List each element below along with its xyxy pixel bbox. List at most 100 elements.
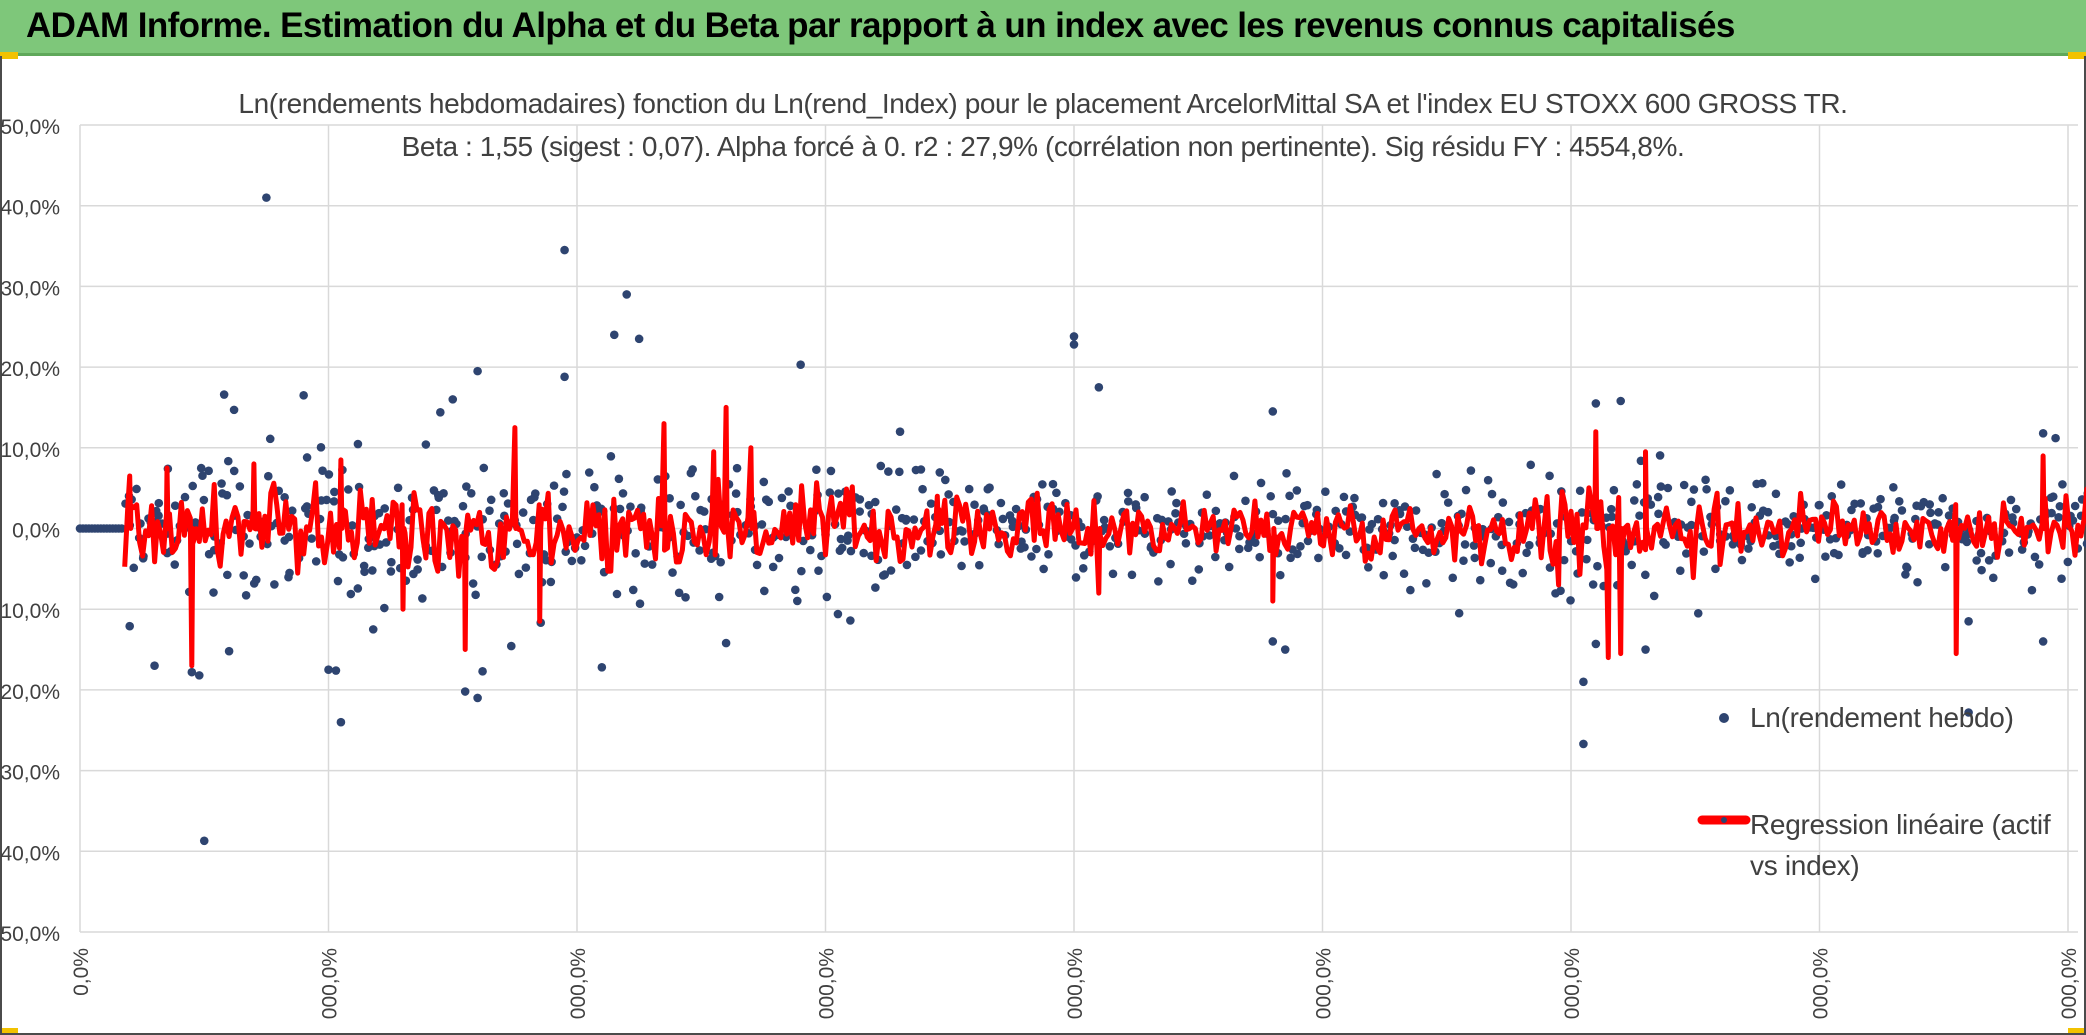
data-point — [302, 453, 312, 462]
data-point — [597, 663, 607, 672]
data-point — [1582, 554, 1591, 564]
data-point — [1873, 502, 1883, 512]
data-point — [1721, 496, 1730, 506]
data-point — [1443, 498, 1453, 507]
data-point — [836, 534, 846, 544]
data-point — [311, 557, 321, 566]
data-point — [478, 667, 487, 676]
data-point — [302, 502, 312, 511]
data-point — [676, 500, 685, 510]
data-point — [1268, 407, 1278, 416]
x-tick-label: 000,0% — [1561, 948, 1584, 1019]
data-point — [790, 585, 800, 595]
data-point — [1737, 555, 1747, 565]
regression-line — [122, 404, 2086, 669]
data-point — [129, 563, 139, 573]
legend-points-label: Ln(rendement hebdo) — [1750, 702, 2014, 733]
data-point — [1890, 513, 1899, 523]
data-point — [1873, 548, 1883, 558]
data-point — [1379, 570, 1389, 580]
x-tick-label: 000,0% — [1064, 948, 1087, 1019]
data-point — [1069, 340, 1079, 349]
data-point — [1406, 585, 1415, 595]
data-point — [916, 546, 926, 555]
y-tick-label: 40,0% — [0, 197, 60, 220]
data-point — [1140, 492, 1149, 502]
data-point — [1363, 562, 1373, 572]
data-point — [1649, 591, 1659, 601]
data-point — [1211, 506, 1221, 516]
data-point — [196, 463, 206, 473]
x-tick-label: 0,0% — [70, 948, 93, 996]
data-point — [577, 555, 586, 565]
data-point — [681, 593, 690, 602]
data-point — [626, 502, 635, 511]
data-point — [209, 588, 218, 597]
data-point — [1388, 551, 1397, 561]
data-point — [1964, 708, 1973, 717]
data-point — [895, 427, 905, 436]
data-point — [1556, 586, 1565, 596]
data-point — [1575, 486, 1585, 496]
data-point — [222, 490, 232, 500]
data-point — [1422, 578, 1431, 588]
data-point — [2006, 495, 2016, 505]
data-point — [1834, 550, 1843, 560]
data-point — [1282, 468, 1291, 478]
data-point — [846, 546, 856, 556]
data-point — [699, 507, 709, 516]
data-point — [628, 585, 638, 595]
data-point — [974, 560, 984, 570]
data-point — [188, 481, 198, 491]
data-point — [499, 488, 509, 498]
data-point — [1229, 471, 1239, 481]
data-point — [1281, 514, 1290, 524]
data-point — [855, 507, 865, 516]
data-point — [1629, 496, 1639, 505]
data-point — [891, 505, 901, 514]
data-point — [796, 360, 805, 369]
data-point — [998, 514, 1008, 524]
data-point — [1048, 479, 1058, 489]
data-point — [1977, 565, 1986, 575]
data-point — [546, 577, 556, 587]
x-tick-label: 000,0% — [816, 948, 839, 1019]
data-point — [1286, 553, 1295, 563]
data-point — [1863, 545, 1872, 555]
data-point — [2063, 557, 2073, 567]
data-point — [1069, 332, 1079, 341]
data-point — [1675, 566, 1685, 575]
data-point — [653, 475, 663, 484]
data-point — [1390, 535, 1399, 545]
data-point — [1679, 480, 1689, 490]
data-point — [458, 501, 468, 511]
data-point — [1341, 550, 1351, 560]
data-point — [902, 560, 912, 570]
data-point — [1181, 539, 1191, 548]
data-point — [243, 510, 252, 520]
data-point — [198, 471, 207, 481]
data-point — [855, 495, 865, 504]
data-point — [797, 566, 806, 576]
data-point — [970, 500, 979, 510]
data-point — [466, 489, 476, 498]
data-point — [245, 539, 254, 548]
report-title: ADAM Informe. Estimation du Alpha et du … — [26, 6, 1735, 45]
data-point — [503, 499, 513, 508]
data-point — [618, 489, 628, 498]
report-banner: ADAM Informe. Estimation du Alpha et du … — [0, 0, 2086, 56]
data-point — [170, 501, 180, 511]
data-point — [343, 485, 353, 494]
data-point — [330, 487, 339, 497]
data-point — [871, 583, 880, 592]
data-point — [674, 588, 684, 598]
data-point — [1747, 502, 1757, 512]
data-point — [1011, 504, 1021, 514]
data-point — [1934, 508, 1943, 517]
y-tick-label: 30,0% — [0, 277, 60, 300]
data-point — [191, 518, 200, 527]
data-point — [2048, 492, 2058, 501]
data-point — [217, 479, 226, 488]
data-point — [322, 495, 331, 505]
